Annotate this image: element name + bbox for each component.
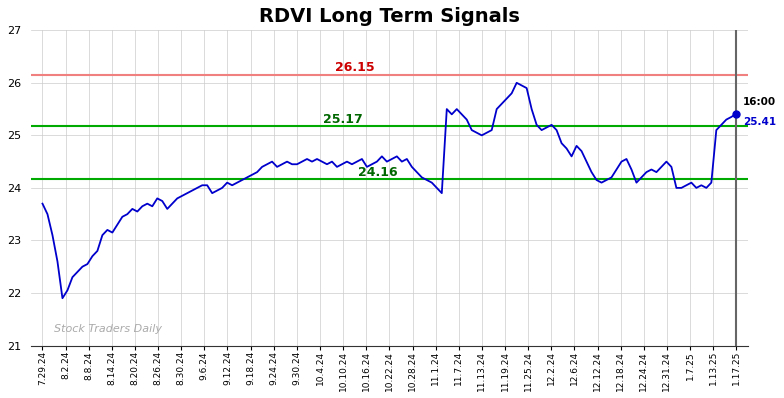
Text: 25.41: 25.41 xyxy=(743,117,776,127)
Title: RDVI Long Term Signals: RDVI Long Term Signals xyxy=(259,7,520,26)
Text: 16:00: 16:00 xyxy=(743,97,776,107)
Text: 26.15: 26.15 xyxy=(335,61,375,74)
Text: 24.16: 24.16 xyxy=(358,166,397,179)
Point xyxy=(730,111,742,117)
Text: 25.17: 25.17 xyxy=(323,113,363,126)
Text: Stock Traders Daily: Stock Traders Daily xyxy=(54,324,162,334)
